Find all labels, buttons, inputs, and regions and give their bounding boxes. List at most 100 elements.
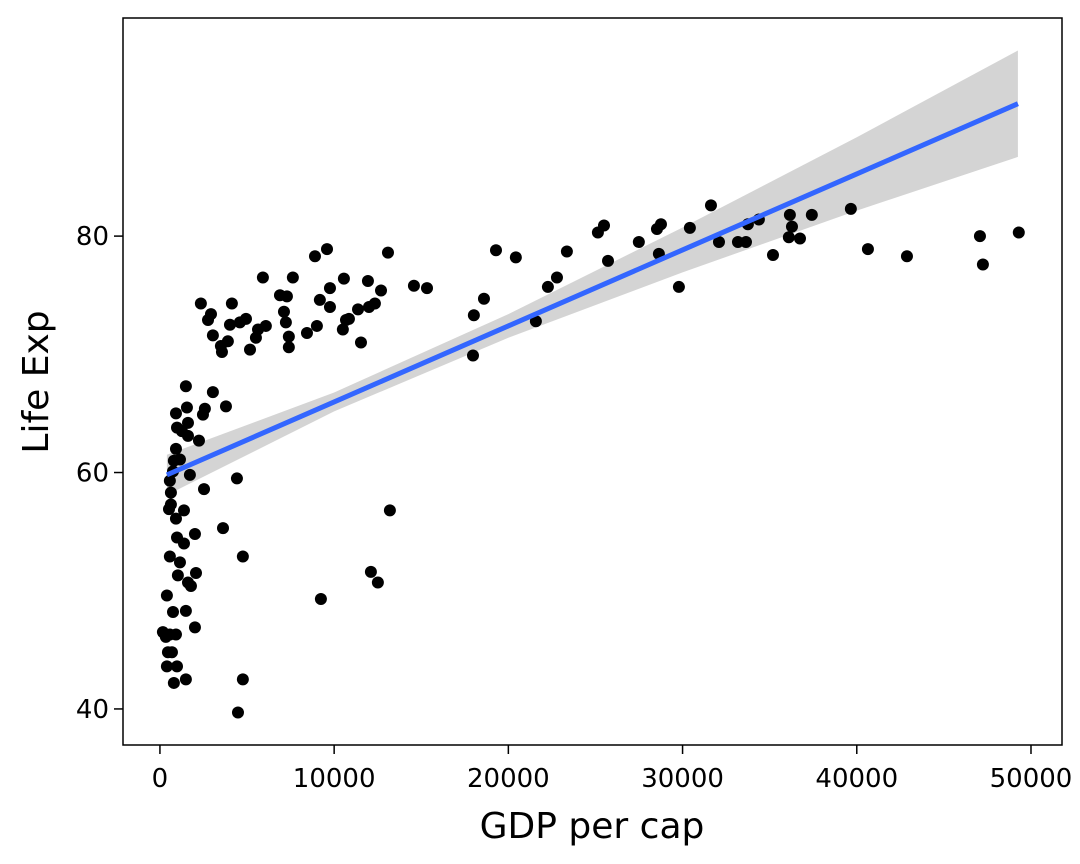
point [766, 249, 779, 262]
point [314, 593, 327, 606]
point [156, 626, 169, 639]
point [1012, 226, 1025, 239]
point [277, 305, 290, 318]
point [323, 301, 336, 314]
x-tick-label: 20000 [467, 764, 550, 794]
point [181, 576, 194, 589]
point [179, 673, 192, 686]
x-axis-title: GDP per cap [480, 806, 705, 847]
point [206, 386, 219, 399]
y-axis-title: Life Exp [16, 310, 57, 453]
point [171, 421, 184, 434]
point [161, 646, 174, 659]
point [163, 474, 176, 487]
point [602, 254, 615, 267]
plot-frame [122, 17, 1063, 746]
point [214, 340, 227, 353]
point [236, 550, 249, 563]
point [339, 314, 352, 327]
point [177, 504, 190, 517]
point [189, 567, 202, 580]
x-tick-label: 40000 [815, 764, 898, 794]
point [550, 271, 563, 284]
point [407, 279, 420, 292]
x-tick-label: 50000 [990, 764, 1073, 794]
point [219, 400, 232, 413]
point [173, 556, 186, 569]
point [362, 301, 375, 314]
point [336, 323, 349, 336]
point [466, 349, 479, 362]
point [160, 589, 173, 602]
point [164, 486, 177, 499]
point [231, 706, 244, 719]
point [169, 407, 182, 420]
point [477, 292, 490, 305]
y-tick-label: 40 [76, 695, 109, 725]
point [169, 442, 182, 455]
point [282, 330, 295, 343]
point [183, 468, 196, 481]
point [179, 604, 192, 617]
point [179, 380, 192, 393]
point [282, 341, 295, 354]
point [529, 315, 542, 328]
point [383, 504, 396, 517]
fit-line [165, 101, 1019, 478]
point [337, 272, 350, 285]
point [171, 531, 184, 544]
point [976, 258, 989, 271]
point [188, 621, 201, 634]
point [844, 202, 857, 215]
point [249, 331, 262, 344]
point [420, 282, 433, 295]
point [321, 243, 334, 256]
point [166, 606, 179, 619]
point [286, 271, 299, 284]
point [683, 221, 696, 234]
point [489, 244, 502, 257]
point [236, 673, 249, 686]
point [216, 522, 229, 535]
point [560, 245, 573, 258]
point [632, 236, 645, 249]
point [591, 226, 604, 239]
point [375, 284, 388, 297]
point [300, 327, 313, 340]
point [171, 660, 184, 673]
point [509, 251, 522, 264]
point [162, 503, 175, 516]
point [167, 676, 180, 689]
point [381, 246, 394, 259]
point [731, 236, 744, 249]
point [181, 416, 194, 429]
point [279, 316, 292, 329]
point [313, 293, 326, 306]
point [672, 280, 685, 293]
point [188, 527, 201, 540]
point [244, 343, 257, 356]
y-tick-label: 80 [76, 222, 109, 252]
point [192, 434, 205, 447]
point [273, 289, 286, 302]
point [198, 483, 211, 496]
point [861, 243, 874, 256]
point [223, 318, 236, 331]
point [202, 314, 215, 327]
x-tick-label: 0 [152, 764, 169, 794]
point [712, 236, 725, 249]
point [704, 199, 717, 212]
point [256, 271, 269, 284]
x-tick-label: 30000 [641, 764, 724, 794]
point [900, 250, 913, 263]
point [467, 309, 480, 322]
point [973, 230, 986, 243]
x-tick-label: 10000 [293, 764, 376, 794]
point [782, 231, 795, 244]
point [364, 565, 377, 578]
point [785, 220, 798, 233]
point [354, 336, 367, 349]
point [352, 303, 365, 316]
point [541, 280, 554, 293]
point [225, 297, 238, 310]
